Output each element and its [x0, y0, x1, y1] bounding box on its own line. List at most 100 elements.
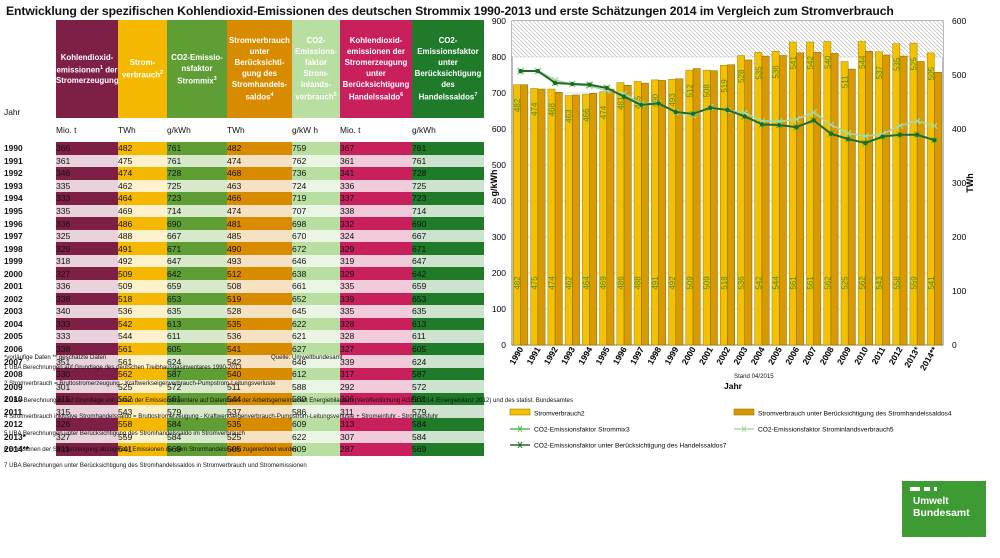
value-cell: 329: [340, 242, 412, 255]
value-cell: 579: [412, 405, 484, 419]
line-marker: [518, 68, 523, 74]
value-cell: 537: [227, 405, 292, 419]
bar-label-top: 540: [823, 55, 832, 69]
value-cell: 318: [56, 254, 118, 268]
year-cell: 1998: [4, 243, 23, 254]
value-cell: 542: [118, 317, 167, 331]
value-cell: 605: [167, 342, 227, 356]
value-cell: 485: [227, 229, 292, 243]
table-row: 1995 335 469 714 474 707 338 714: [4, 204, 484, 218]
line-marker: [897, 132, 903, 137]
table-row: 2012 326 558 584 535 609 313 584: [4, 418, 484, 431]
value-cell: 541: [227, 342, 292, 356]
emissions-table: Jahr Kohlendioxid-emissionen1 der Stromer…: [4, 20, 484, 456]
year-cell: 1993: [4, 180, 23, 191]
value-cell: 728: [412, 167, 484, 180]
value-cell: 652: [292, 292, 340, 306]
value-cell: 338: [56, 342, 118, 356]
line-marker: [639, 102, 644, 108]
table-row: 1993 335 462 725 463 724 336 725: [4, 179, 484, 193]
line-marker: [742, 114, 747, 119]
table-row: 2009 301 525 572 511 588 292 572: [4, 380, 484, 393]
column-header-text: CO2-Emissions-faktor Strom-inlands-verbr…: [294, 36, 338, 102]
year-cell: 2001: [4, 281, 23, 292]
y-axis-label-right: TWh: [965, 173, 975, 193]
table-row: 2011 315 543 579 537 586 311 579: [4, 405, 484, 419]
value-cell: 528: [227, 305, 292, 318]
value-cell: 723: [167, 192, 227, 205]
footnote-ref: 3: [213, 75, 217, 82]
table-row: 2000 327 509 642 512 638 329 642: [4, 267, 484, 281]
value-cell: 621: [292, 330, 340, 343]
year-cell: 2000: [4, 268, 23, 279]
value-cell: 646: [292, 254, 340, 268]
line-marker: [775, 118, 783, 125]
value-cell: 361: [340, 154, 412, 168]
year-cell: 1991: [4, 155, 23, 166]
bar-stromverbrauch-saldo: [744, 59, 753, 346]
value-cell: 536: [118, 305, 167, 318]
x-tick-label: 2003: [731, 345, 749, 367]
bar-stromverbrauch-saldo: [899, 55, 908, 346]
line-marker: [552, 80, 558, 86]
column-header-text: CO2-Emissio-nsfaktor Strommix: [171, 52, 223, 86]
value-cell: 509: [118, 280, 167, 293]
value-cell: 490: [227, 242, 292, 255]
value-cell: 475: [118, 154, 167, 168]
table-row: 1991 361 475 761 474 762 361 761: [4, 154, 484, 168]
line-marker: [604, 85, 610, 91]
x-tick-label: 1993: [559, 345, 577, 367]
value-cell: 482: [118, 142, 167, 155]
line-marker: [535, 68, 541, 74]
line-marker: [863, 140, 868, 146]
value-cell: 561: [118, 355, 167, 368]
bar-label-top: 544: [858, 55, 867, 69]
year-cell: 2013*: [4, 431, 26, 442]
value-cell: 667: [167, 229, 227, 243]
value-cell: 612: [292, 367, 340, 381]
bar-label-bottom: 562: [823, 276, 832, 290]
year-cell: 2012: [4, 419, 23, 430]
bar-label-top: 474: [530, 102, 539, 116]
line-marker: [932, 137, 937, 143]
value-cell: 469: [118, 204, 167, 218]
value-cell: 338: [56, 292, 118, 306]
line-marker: [725, 107, 730, 113]
unit-cell: Mio. t: [56, 118, 118, 142]
y-tick-right: 0: [952, 340, 957, 350]
column-header-4: Stromverbrauch unter Berücksichti-gung d…: [227, 20, 292, 118]
table-row: 2003 340 536 635 528 645 335 635: [4, 305, 484, 318]
bar-stromverbrauch-saldo: [727, 64, 735, 346]
bar-label-top: 482: [513, 98, 522, 112]
bar-label-top: 541: [789, 56, 798, 70]
year-cell: 2008: [4, 369, 23, 380]
value-cell: 609: [292, 443, 340, 456]
year-cell: 1990: [4, 143, 23, 154]
year-header: Jahr: [4, 20, 56, 118]
bar-label-bottom: 491: [651, 276, 660, 290]
line-marker: [811, 118, 816, 123]
value-cell: 327: [56, 430, 118, 444]
value-cell: 584: [412, 418, 484, 431]
value-cell: 587: [412, 367, 484, 381]
bar-label-bottom: 544: [772, 276, 781, 290]
table-row: 2005 333 544 611 536 621 328 611: [4, 330, 484, 343]
value-cell: 584: [167, 430, 227, 444]
logo-line2: Bundesamt: [913, 508, 970, 519]
year-cell: 1996: [4, 218, 23, 229]
value-cell: 333: [56, 317, 118, 331]
year-cell: 2002: [4, 293, 23, 304]
table-row: 2008 330 562 587 540 612 317 587: [4, 367, 484, 381]
value-cell: 486: [118, 217, 167, 230]
value-cell: 468: [227, 167, 292, 180]
legend-marker: [517, 441, 523, 449]
bar-stromverbrauch: [651, 79, 659, 346]
bar-label-top: 535: [892, 57, 901, 71]
value-cell: 333: [56, 192, 118, 205]
bar-label-bottom: 562: [858, 276, 867, 290]
bar-label-bottom: 542: [754, 276, 763, 290]
bar-label-bottom: 559: [910, 276, 919, 290]
value-cell: 653: [167, 292, 227, 306]
line-marker: [794, 125, 799, 130]
value-cell: 544: [118, 330, 167, 343]
